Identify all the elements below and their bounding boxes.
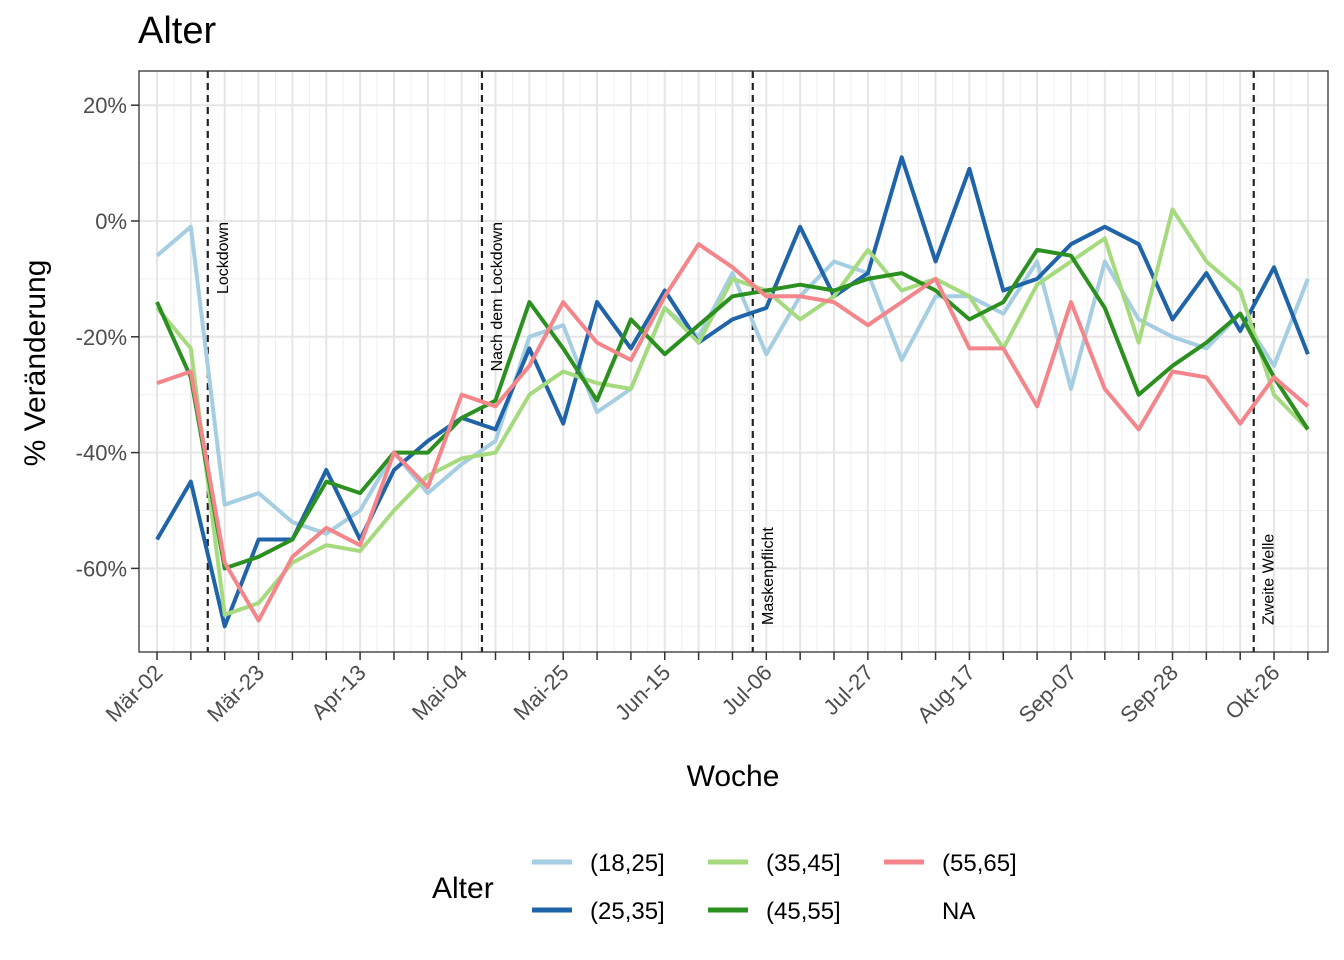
legend-label: (55,65] — [942, 850, 1017, 877]
x-tick-label: Jul-27 — [818, 660, 878, 720]
y-tick-label: -20% — [76, 325, 127, 350]
legend-label: (25,35] — [590, 898, 665, 925]
plot-panel — [139, 71, 1328, 652]
y-tick-label: 20% — [83, 93, 127, 118]
event-label: Zweite Welle — [1261, 534, 1278, 625]
event-label: Lockdown — [215, 222, 232, 294]
x-tick-label: Aug-17 — [912, 660, 980, 728]
x-tick-label: Sep-07 — [1014, 660, 1082, 728]
legend: Alter (18,25] (25,35] (35,45] (45,55] (55,65… — [432, 850, 1017, 925]
panel-background — [139, 71, 1328, 652]
data-series — [155, 155, 1310, 629]
legend-label: (45,55] — [766, 898, 841, 925]
legend-title: Alter — [432, 872, 494, 905]
y-tick-label: -60% — [76, 556, 127, 581]
chart-title: Alter — [138, 10, 217, 52]
series-line — [155, 155, 1310, 629]
series-line — [155, 207, 1310, 617]
x-tick-label: Sep-28 — [1115, 660, 1183, 728]
legend-label: (18,25] — [590, 850, 665, 877]
event-label: Nach dem Lockdown — [489, 222, 506, 371]
panel-border — [138, 70, 1329, 653]
y-axis-title: % Veränderung — [19, 260, 52, 467]
x-tick-label: Okt-26 — [1220, 660, 1284, 724]
event-label: Maskenpflicht — [760, 527, 777, 625]
series-line — [155, 247, 1310, 571]
legend-label: NA — [942, 898, 975, 925]
x-axis-title: Woche — [687, 760, 780, 793]
x-tick-label: Mai-25 — [509, 660, 574, 725]
x-tick-label: Mai-04 — [407, 660, 472, 725]
x-tick-label: Jun-15 — [610, 660, 675, 725]
legend-label: (35,45] — [766, 850, 841, 877]
y-tick-label: -40% — [76, 441, 127, 466]
x-tick-label: Jul-06 — [717, 660, 777, 720]
x-tick-label: Mär-02 — [101, 660, 168, 727]
x-tick-label: Mär-23 — [202, 660, 269, 727]
x-tick-label: Apr-13 — [306, 660, 370, 724]
series-line — [156, 242, 1310, 623]
y-tick-label: 0% — [95, 209, 127, 234]
